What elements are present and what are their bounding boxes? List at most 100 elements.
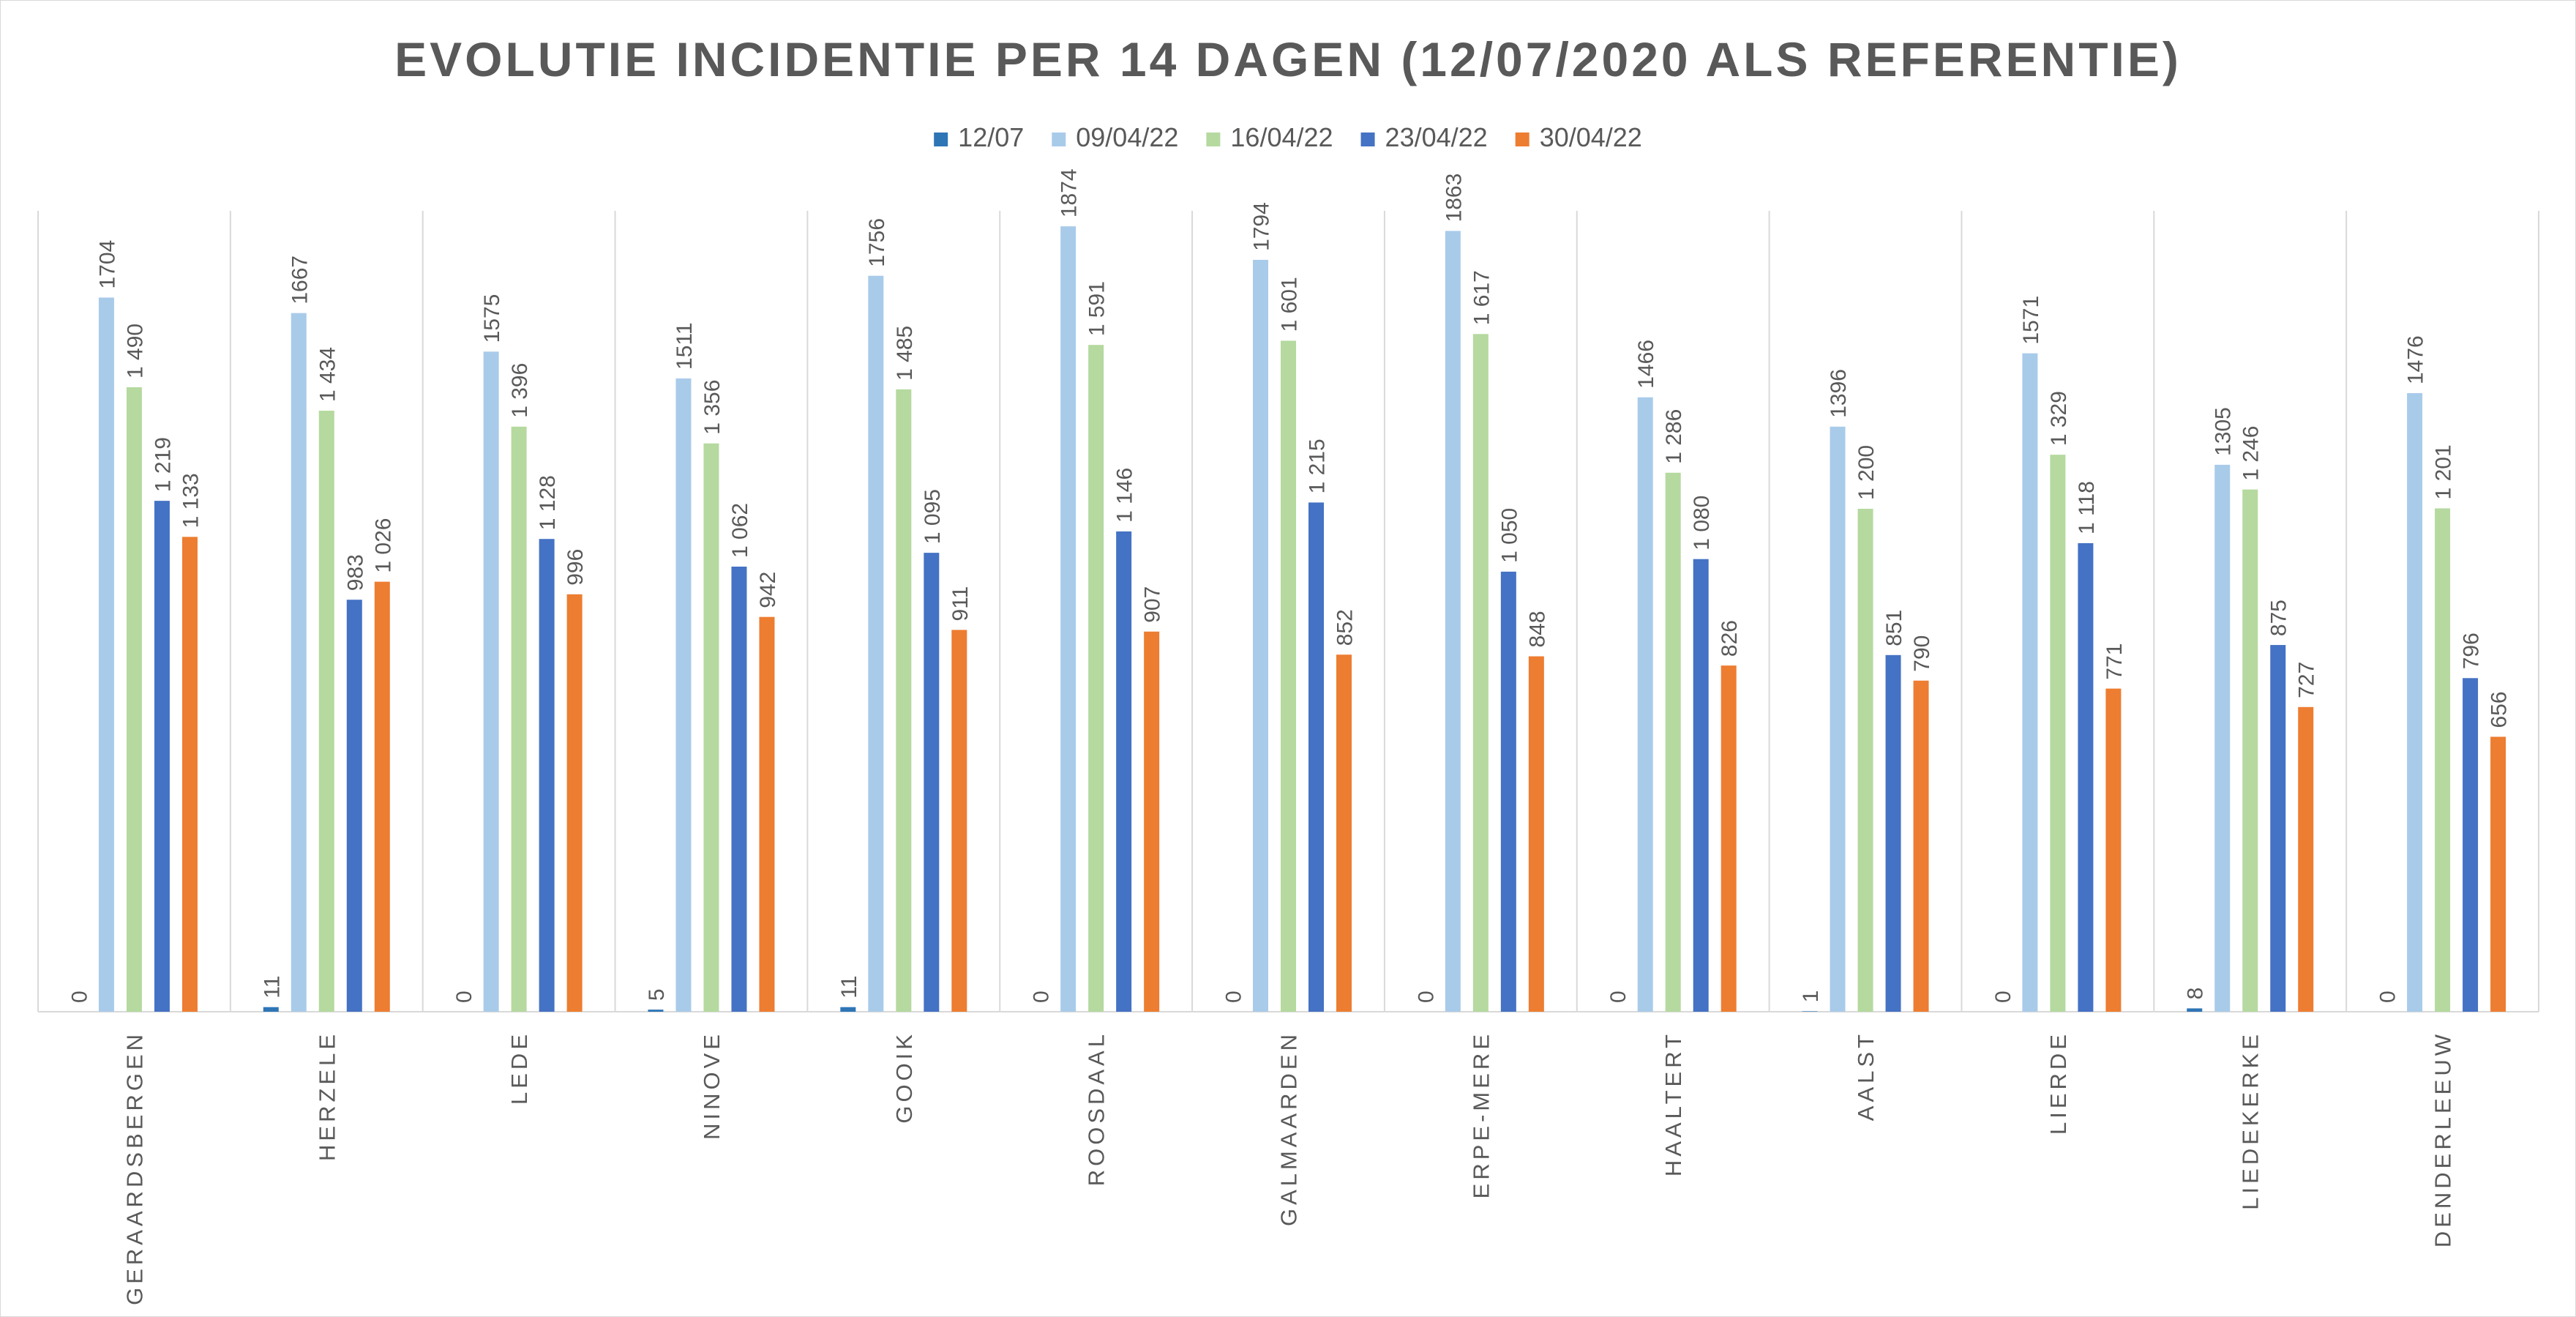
bar	[1913, 680, 1929, 1012]
bar	[374, 581, 390, 1012]
chart-title: EVOLUTIE INCIDENTIE PER 14 DAGEN (12/07/…	[394, 32, 2182, 86]
category-label: NINOVE	[699, 1031, 724, 1140]
legend-swatch	[1515, 133, 1530, 146]
category-label: AALST	[1853, 1031, 1879, 1121]
bar	[181, 537, 198, 1012]
bar	[648, 1010, 664, 1012]
bar	[1500, 571, 1516, 1012]
bar	[346, 600, 362, 1012]
bar	[2050, 455, 2066, 1012]
data-label: 1 200	[1854, 445, 1879, 500]
category-label: LEDE	[506, 1031, 532, 1105]
bar	[675, 378, 692, 1012]
data-label: 0	[1222, 990, 1246, 1003]
data-label: 796	[2460, 633, 2484, 669]
data-label: 1 286	[1662, 409, 1686, 464]
data-label: 1667	[288, 255, 312, 305]
bar	[1665, 472, 1681, 1012]
data-label: 983	[343, 554, 367, 591]
data-label: 1 591	[1085, 281, 1109, 336]
bar	[1472, 334, 1489, 1012]
bar	[2407, 392, 2423, 1012]
data-label: 1 219	[151, 437, 175, 492]
bar	[1885, 654, 1901, 1012]
data-label: 1 118	[2075, 481, 2099, 534]
data-label: 727	[2295, 662, 2319, 698]
bar	[2022, 353, 2038, 1012]
legend-swatch	[1360, 133, 1375, 146]
data-label: 996	[564, 549, 588, 586]
category-label: DENDERLEEUW	[2430, 1031, 2456, 1247]
data-label: 1 095	[921, 489, 945, 544]
category-label: HERZELE	[314, 1031, 340, 1161]
data-label: 771	[2103, 643, 2127, 680]
bar	[1528, 656, 1544, 1012]
bar-series	[98, 226, 2506, 1012]
data-label: 1 133	[179, 473, 203, 528]
bar	[566, 594, 583, 1012]
legend-label: 09/04/22	[1076, 122, 1178, 152]
category-label: GERAARDSBERGEN	[121, 1031, 147, 1305]
bar	[2490, 736, 2506, 1012]
bar	[1060, 226, 1077, 1012]
bar	[291, 313, 307, 1012]
data-label: 1 050	[1497, 508, 1521, 563]
bar	[2105, 688, 2122, 1012]
bar	[1116, 531, 1132, 1012]
data-label: 1 617	[1469, 270, 1494, 325]
bar	[2242, 489, 2258, 1012]
category-label: HAALTERT	[1660, 1031, 1686, 1176]
data-label: 1	[1799, 990, 1823, 1003]
bar	[731, 567, 747, 1012]
data-label: 1 396	[508, 363, 532, 418]
data-label: 1 601	[1278, 277, 1302, 332]
bar	[511, 426, 527, 1012]
data-label: 826	[1718, 620, 1742, 657]
data-label: 11	[837, 976, 861, 999]
data-label: 0	[452, 990, 476, 1003]
data-label: 1575	[480, 294, 504, 343]
data-label: 848	[1525, 611, 1549, 647]
bar	[1802, 1011, 1818, 1012]
data-label: 1305	[2212, 407, 2236, 456]
data-label: 0	[1991, 990, 2015, 1003]
legend-item: 16/04/22	[1206, 122, 1333, 152]
legend-item: 09/04/22	[1052, 122, 1178, 152]
bar	[1088, 345, 1104, 1012]
legend-label: 23/04/22	[1385, 122, 1488, 152]
data-label: 1 128	[536, 475, 560, 530]
data-label: 1 201	[2432, 444, 2456, 499]
legend-swatch	[1052, 133, 1066, 146]
data-label: 1466	[1634, 340, 1658, 389]
bar	[2463, 678, 2479, 1012]
bar	[126, 387, 142, 1012]
bar	[2435, 508, 2451, 1012]
category-label: LIEDEKERKE	[2238, 1031, 2264, 1210]
data-label: 0	[1030, 990, 1054, 1003]
data-label: 942	[756, 572, 780, 608]
data-label: 8	[2184, 988, 2208, 1000]
data-label: 1 329	[2047, 391, 2071, 446]
data-label: 1 146	[1113, 468, 1137, 523]
data-label: 1704	[95, 240, 119, 289]
data-label: 1 080	[1690, 496, 1714, 551]
bar	[840, 1007, 856, 1012]
data-label: 1794	[1250, 202, 1274, 251]
data-label: 1874	[1057, 168, 1082, 217]
data-label: 0	[1606, 990, 1630, 1003]
bar	[154, 501, 170, 1012]
data-label: 1476	[2404, 335, 2428, 384]
data-label: 1863	[1442, 174, 1466, 223]
bar	[2078, 542, 2094, 1012]
bar	[1637, 397, 1653, 1012]
bar	[2214, 464, 2231, 1012]
data-label: 1756	[865, 218, 889, 267]
bar	[98, 297, 114, 1012]
data-label: 1511	[673, 322, 697, 370]
category-axis-labels: GERAARDSBERGEN HERZELE LEDE NINOVE GOOIK ROOS…	[121, 1031, 2455, 1305]
bar	[2187, 1008, 2203, 1012]
legend-swatch	[934, 133, 948, 146]
bar	[896, 389, 912, 1012]
data-label: 790	[1910, 635, 1934, 672]
